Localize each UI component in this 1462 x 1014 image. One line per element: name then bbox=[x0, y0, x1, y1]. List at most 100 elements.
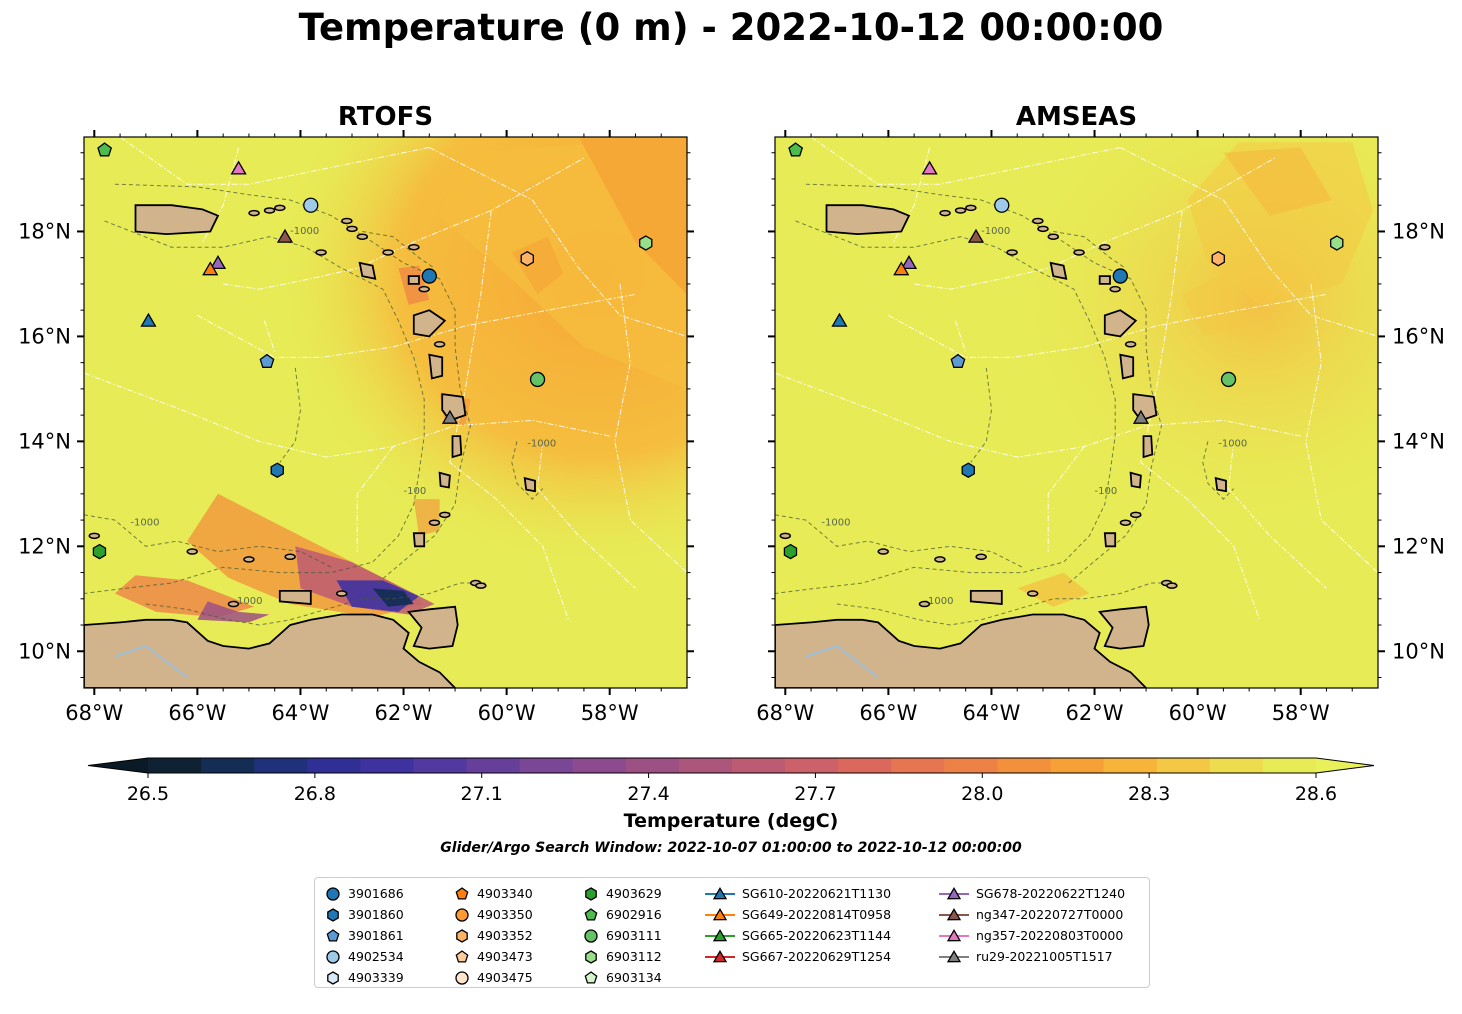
small-island bbox=[382, 249, 394, 256]
lat-tick-label: 10°N bbox=[1392, 639, 1445, 663]
observation-marker bbox=[230, 160, 247, 175]
small-island bbox=[918, 600, 931, 608]
circle-marker-icon bbox=[455, 907, 469, 922]
land-guadeloupe bbox=[1103, 309, 1138, 338]
legend-marker bbox=[455, 886, 469, 900]
legend-item: 3901861 bbox=[325, 925, 404, 946]
amseas-map: -1000 -1000 -100 -1000 -1000 68°W 66°W 64°W 62°W… bbox=[729, 130, 1445, 725]
land-antigua bbox=[1098, 275, 1111, 285]
triangle-marker-icon bbox=[939, 949, 969, 962]
pentagon-marker-icon bbox=[455, 886, 469, 900]
small-island bbox=[433, 341, 446, 348]
colorbar-tick-label: 28.3 bbox=[1128, 783, 1170, 805]
small-island bbox=[779, 532, 792, 540]
land-margarita bbox=[278, 590, 312, 605]
small-island bbox=[1130, 511, 1142, 519]
legend-item: SG610-20220621T1130 bbox=[705, 883, 891, 904]
legend-label: ru29-20221005T1517 bbox=[976, 949, 1113, 964]
land-puertoRico bbox=[134, 204, 220, 236]
land-stKitts bbox=[358, 261, 377, 280]
contour-label: -1000 bbox=[290, 226, 319, 237]
observation-marker bbox=[831, 312, 848, 327]
colorbar-segment bbox=[466, 758, 521, 773]
legend-label: 3901686 bbox=[348, 886, 404, 901]
isobath-contour bbox=[1202, 441, 1235, 500]
eez-boundary-line bbox=[119, 137, 430, 185]
triangle-marker-icon bbox=[705, 886, 735, 899]
land-barbados bbox=[1214, 476, 1227, 493]
colorbar-tick-label: 26.8 bbox=[294, 783, 336, 805]
small-island bbox=[284, 553, 296, 561]
isobath-contour bbox=[279, 367, 302, 463]
circle-marker-icon bbox=[326, 949, 340, 964]
small-island bbox=[335, 590, 348, 597]
lat-tick-label: 18°N bbox=[1392, 219, 1445, 243]
lon-tick-label: 62°W bbox=[1066, 701, 1124, 725]
eez-boundary-line bbox=[1227, 441, 1327, 589]
lon-tick-label: 66°W bbox=[168, 701, 226, 725]
legend-item: ru29-20221005T1517 bbox=[939, 946, 1125, 967]
colorbar-tick-label: 27.4 bbox=[627, 783, 669, 805]
colorbar-segment bbox=[572, 758, 627, 773]
legend-label: SG667-20220629T1254 bbox=[742, 949, 892, 964]
land-antigua bbox=[407, 275, 420, 285]
observation-marker bbox=[140, 312, 157, 327]
colorbar-segment bbox=[360, 758, 415, 773]
map-frame bbox=[83, 136, 688, 689]
colorbar-segment bbox=[1050, 758, 1105, 773]
hexagon-marker-icon bbox=[585, 886, 597, 901]
legend-item: SG665-20220623T1144 bbox=[705, 925, 891, 946]
legend-item: 4903339 bbox=[325, 967, 404, 988]
hexagon-marker-icon bbox=[456, 928, 468, 943]
contour-label: -1000 bbox=[1218, 439, 1247, 450]
circle-marker-icon bbox=[455, 970, 469, 985]
small-island bbox=[1026, 590, 1039, 597]
observation-marker bbox=[92, 543, 107, 560]
legend-marker bbox=[327, 907, 339, 922]
rtofs-map: -1000 -1000 -100 -1000 -1000 68°W 66°W 64°W 62°W… bbox=[18, 130, 694, 725]
small-island bbox=[439, 511, 451, 519]
lon-tick-label: 58°W bbox=[581, 701, 639, 725]
small-island bbox=[1047, 233, 1060, 240]
temperature-region bbox=[413, 499, 440, 536]
legend-marker bbox=[946, 949, 962, 962]
legend-marker bbox=[712, 907, 728, 920]
lon-tick-label: 62°W bbox=[375, 701, 433, 725]
legend-label: 6903112 bbox=[606, 949, 662, 964]
colorbar-segment bbox=[1262, 758, 1317, 773]
legend-item: ng347-20220727T0000 bbox=[939, 904, 1125, 925]
land-trinidad bbox=[406, 605, 459, 650]
land-stLucia bbox=[451, 435, 463, 459]
eez-boundary-line bbox=[202, 147, 240, 243]
isobath-contour bbox=[775, 514, 1023, 568]
legend-label: 6902916 bbox=[606, 907, 662, 922]
observation-marker bbox=[520, 250, 534, 267]
colorbar-segment bbox=[678, 758, 733, 773]
small-island bbox=[729, 518, 739, 523]
colorbar-segment bbox=[1103, 758, 1158, 773]
colorbar-tick-label: 26.5 bbox=[127, 783, 169, 805]
observation-marker bbox=[421, 268, 437, 284]
hexagon-marker-icon bbox=[327, 907, 339, 922]
lon-tick-label: 64°W bbox=[962, 701, 1020, 725]
legend-label: 4903352 bbox=[477, 928, 533, 943]
triangle-marker-icon bbox=[705, 928, 735, 941]
legend-label: 4903473 bbox=[477, 949, 533, 964]
contour-label: -1000 bbox=[130, 517, 159, 528]
small-island bbox=[356, 233, 369, 240]
lon-tick-label: 58°W bbox=[1272, 701, 1330, 725]
legend-column: SG610-20220621T1130 SG649-20220814T0958 SG… bbox=[705, 883, 891, 967]
colorbar-tick-label: 28.0 bbox=[961, 783, 1003, 805]
eez-boundary-line bbox=[810, 137, 1121, 185]
temperature-region bbox=[511, 236, 564, 295]
colorbar-segment bbox=[838, 758, 892, 773]
legend-marker bbox=[946, 886, 962, 899]
colorbar-segment bbox=[944, 758, 999, 773]
legend-marker bbox=[455, 949, 469, 963]
eez-boundary-line bbox=[893, 147, 931, 243]
lon-tick-label: 60°W bbox=[1169, 701, 1227, 725]
eez-boundary-line bbox=[536, 441, 636, 589]
observation-marker bbox=[950, 353, 966, 368]
search-window-subtitle: Glider/Argo Search Window: 2022-10-07 01… bbox=[440, 840, 1022, 856]
observation-marker bbox=[1132, 409, 1150, 424]
